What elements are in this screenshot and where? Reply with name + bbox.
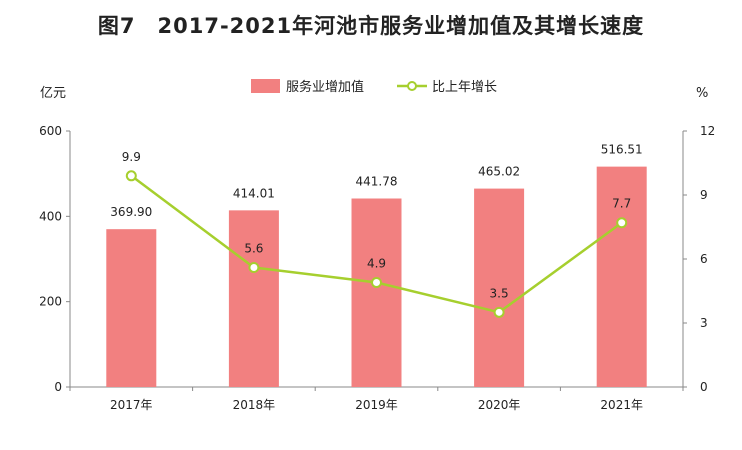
y-left-tick-label: 0 — [54, 380, 62, 394]
title-text: 2017-2021年河池市服务业增加值及其增长速度 — [157, 14, 645, 38]
legend-bar-swatch — [251, 79, 280, 93]
growth-point-2021年 — [616, 217, 628, 229]
y-right-tick-label: 3 — [700, 316, 708, 330]
y-right-tick-label: 12 — [700, 124, 715, 138]
x-tick-label: 2020年 — [478, 398, 521, 412]
bar-2021年 — [596, 166, 647, 387]
bar-2017年 — [106, 229, 157, 387]
y-right-unit: % — [696, 86, 708, 101]
growth-point-2018年 — [248, 262, 260, 274]
growth-value-label: 9.9 — [122, 150, 141, 164]
y-right-tick-label: 9 — [700, 188, 708, 202]
figure-label: 图7 — [97, 14, 136, 38]
chart-title: 图7 2017-2021年河池市服务业增加值及其增长速度 — [0, 10, 742, 40]
y-right-tick-label: 6 — [700, 252, 708, 266]
x-tick-label: 2019年 — [355, 398, 398, 412]
x-tick-label: 2021年 — [600, 398, 643, 412]
legend-line-marker — [407, 81, 417, 91]
y-left-tick-label: 400 — [39, 209, 62, 223]
y-left-unit: 亿元 — [40, 86, 66, 101]
bar-value-label: 414.01 — [233, 186, 275, 200]
growth-point-2020年 — [493, 306, 505, 318]
growth-value-label: 5.6 — [244, 242, 263, 256]
growth-point-2017年 — [125, 170, 137, 182]
bar-value-label: 441.78 — [356, 175, 398, 189]
y-left-tick-label: 200 — [39, 295, 62, 309]
bar-value-label: 369.90 — [110, 205, 152, 219]
bar-value-label: 516.51 — [601, 143, 643, 157]
legend-bar-label: 服务业增加值 — [286, 79, 364, 95]
bar-2018年 — [228, 210, 279, 387]
y-right-tick-label: 0 — [700, 380, 708, 394]
growth-value-label: 7.7 — [612, 197, 631, 211]
growth-value-label: 3.5 — [490, 286, 509, 300]
bar-value-label: 465.02 — [478, 165, 520, 179]
y-left-tick-label: 600 — [39, 124, 62, 138]
growth-value-label: 4.9 — [367, 256, 386, 270]
legend-line-label: 比上年增长 — [432, 80, 497, 95]
x-tick-label: 2017年 — [110, 398, 153, 412]
bar-2019年 — [351, 198, 402, 387]
x-tick-label: 2018年 — [233, 398, 276, 412]
growth-point-2019年 — [371, 276, 382, 288]
bar-2020年 — [474, 188, 525, 387]
